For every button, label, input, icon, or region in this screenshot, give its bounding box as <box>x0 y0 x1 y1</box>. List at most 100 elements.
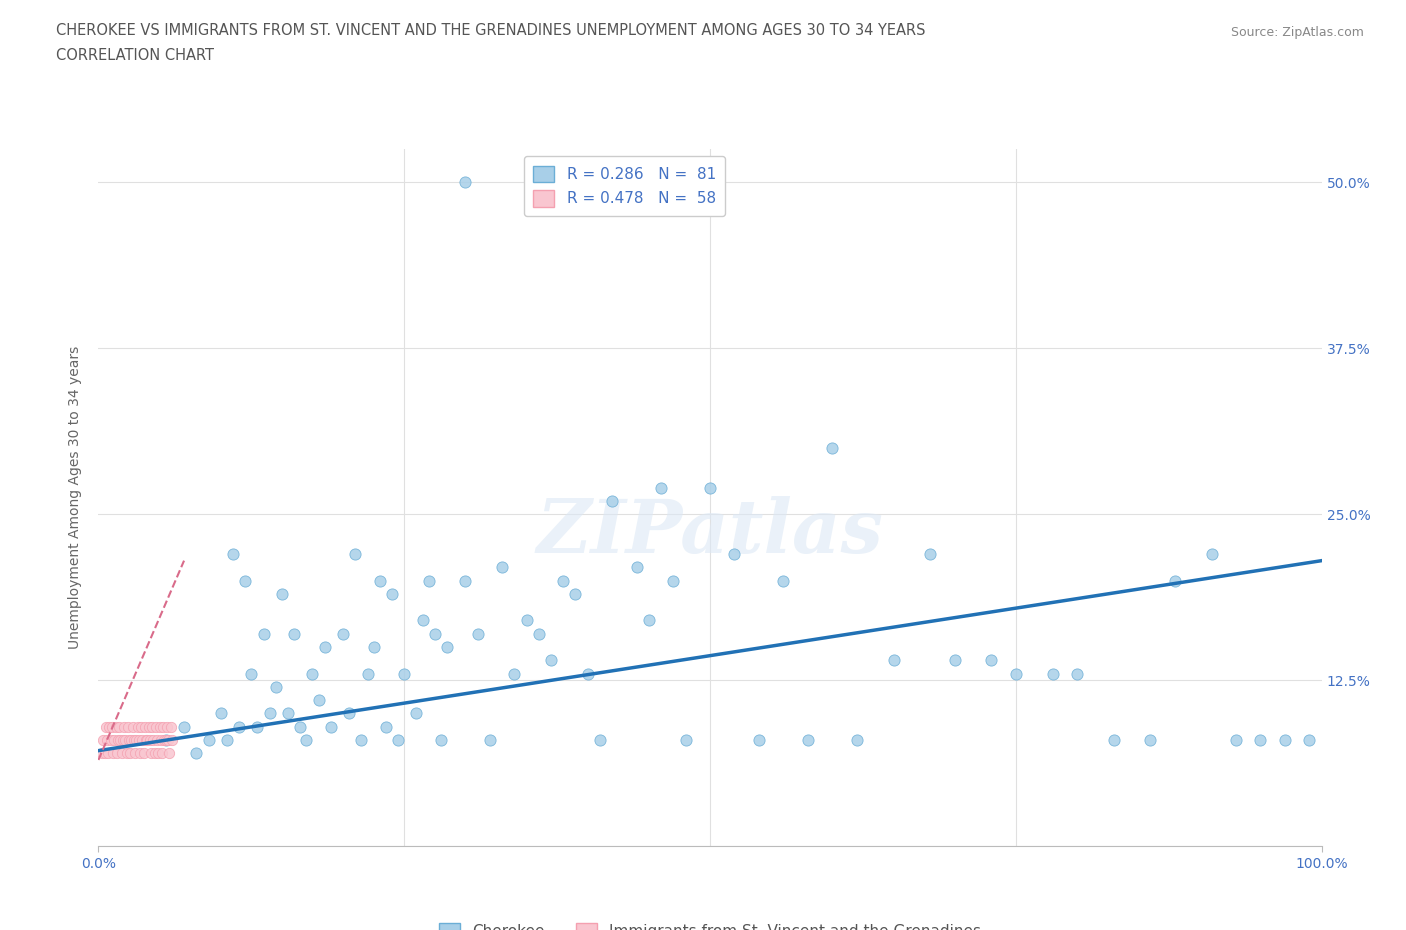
Point <box>883 653 905 668</box>
Point <box>148 746 170 761</box>
Point <box>115 746 138 761</box>
Point <box>135 733 157 748</box>
Point <box>515 613 537 628</box>
Point <box>368 573 391 588</box>
Point <box>155 733 177 748</box>
Point <box>215 733 238 748</box>
Point <box>405 706 427 721</box>
Text: ZIPatlas: ZIPatlas <box>537 497 883 568</box>
Point <box>381 587 404 602</box>
Point <box>108 719 131 734</box>
Point <box>157 733 180 748</box>
Point <box>454 573 477 588</box>
Point <box>344 547 367 562</box>
Point <box>797 733 820 748</box>
Point <box>772 573 794 588</box>
Point <box>491 560 513 575</box>
Point <box>283 626 305 641</box>
Point <box>186 746 208 761</box>
Point <box>412 613 434 628</box>
Point <box>129 719 152 734</box>
Point <box>527 626 550 641</box>
Point <box>150 746 173 761</box>
Point <box>159 719 181 734</box>
Point <box>301 666 323 681</box>
Point <box>209 706 232 721</box>
Point <box>120 746 142 761</box>
Point <box>650 480 672 495</box>
Point <box>332 626 354 641</box>
Point <box>152 719 174 734</box>
Point <box>153 733 176 748</box>
Point <box>314 640 336 655</box>
Point <box>141 719 163 734</box>
Point <box>156 719 179 734</box>
Point <box>129 746 152 761</box>
Point <box>149 733 172 748</box>
Point <box>1201 547 1223 562</box>
Point <box>277 706 299 721</box>
Point <box>101 746 124 761</box>
Point <box>134 719 156 734</box>
Point <box>454 175 477 190</box>
Text: CHEROKEE VS IMMIGRANTS FROM ST. VINCENT AND THE GRENADINES UNEMPLOYMENT AMONG AG: CHEROKEE VS IMMIGRANTS FROM ST. VINCENT … <box>56 23 925 38</box>
Point <box>337 706 360 721</box>
Point <box>197 733 219 748</box>
Point <box>600 494 623 509</box>
Point <box>139 746 162 761</box>
Point <box>125 733 148 748</box>
Point <box>1102 733 1125 748</box>
Point <box>160 733 183 748</box>
Point <box>662 573 685 588</box>
Point <box>114 733 136 748</box>
Point <box>127 719 149 734</box>
Point <box>418 573 440 588</box>
Text: Source: ZipAtlas.com: Source: ZipAtlas.com <box>1230 26 1364 39</box>
Point <box>91 746 114 761</box>
Point <box>246 719 269 734</box>
Point <box>104 719 127 734</box>
Point <box>1164 573 1187 588</box>
Point <box>112 719 135 734</box>
Point <box>110 733 132 748</box>
Point <box>100 733 122 748</box>
Point <box>222 547 245 562</box>
Point <box>1004 666 1026 681</box>
Point <box>96 733 118 748</box>
Point <box>553 573 575 588</box>
Point <box>1298 733 1320 748</box>
Point <box>1139 733 1161 748</box>
Point <box>423 626 446 641</box>
Point <box>143 746 166 761</box>
Point <box>821 440 844 455</box>
Point <box>240 666 263 681</box>
Point <box>540 653 562 668</box>
Point <box>111 746 134 761</box>
Point <box>120 733 142 748</box>
Point <box>98 719 121 734</box>
Point <box>94 719 117 734</box>
Point <box>138 719 160 734</box>
Point <box>980 653 1002 668</box>
Point <box>589 733 612 748</box>
Point <box>943 653 966 668</box>
Point <box>748 733 770 748</box>
Point <box>228 719 250 734</box>
Point <box>1274 733 1296 748</box>
Point <box>105 746 128 761</box>
Point <box>149 719 172 734</box>
Point <box>101 719 124 734</box>
Point <box>319 719 342 734</box>
Point <box>131 733 153 748</box>
Point <box>356 666 378 681</box>
Point <box>270 587 294 602</box>
Point <box>295 733 318 748</box>
Point <box>350 733 373 748</box>
Point <box>146 733 169 748</box>
Point <box>374 719 396 734</box>
Point <box>436 640 458 655</box>
Point <box>430 733 453 748</box>
Point <box>155 733 177 748</box>
Point <box>290 719 312 734</box>
Point <box>467 626 489 641</box>
